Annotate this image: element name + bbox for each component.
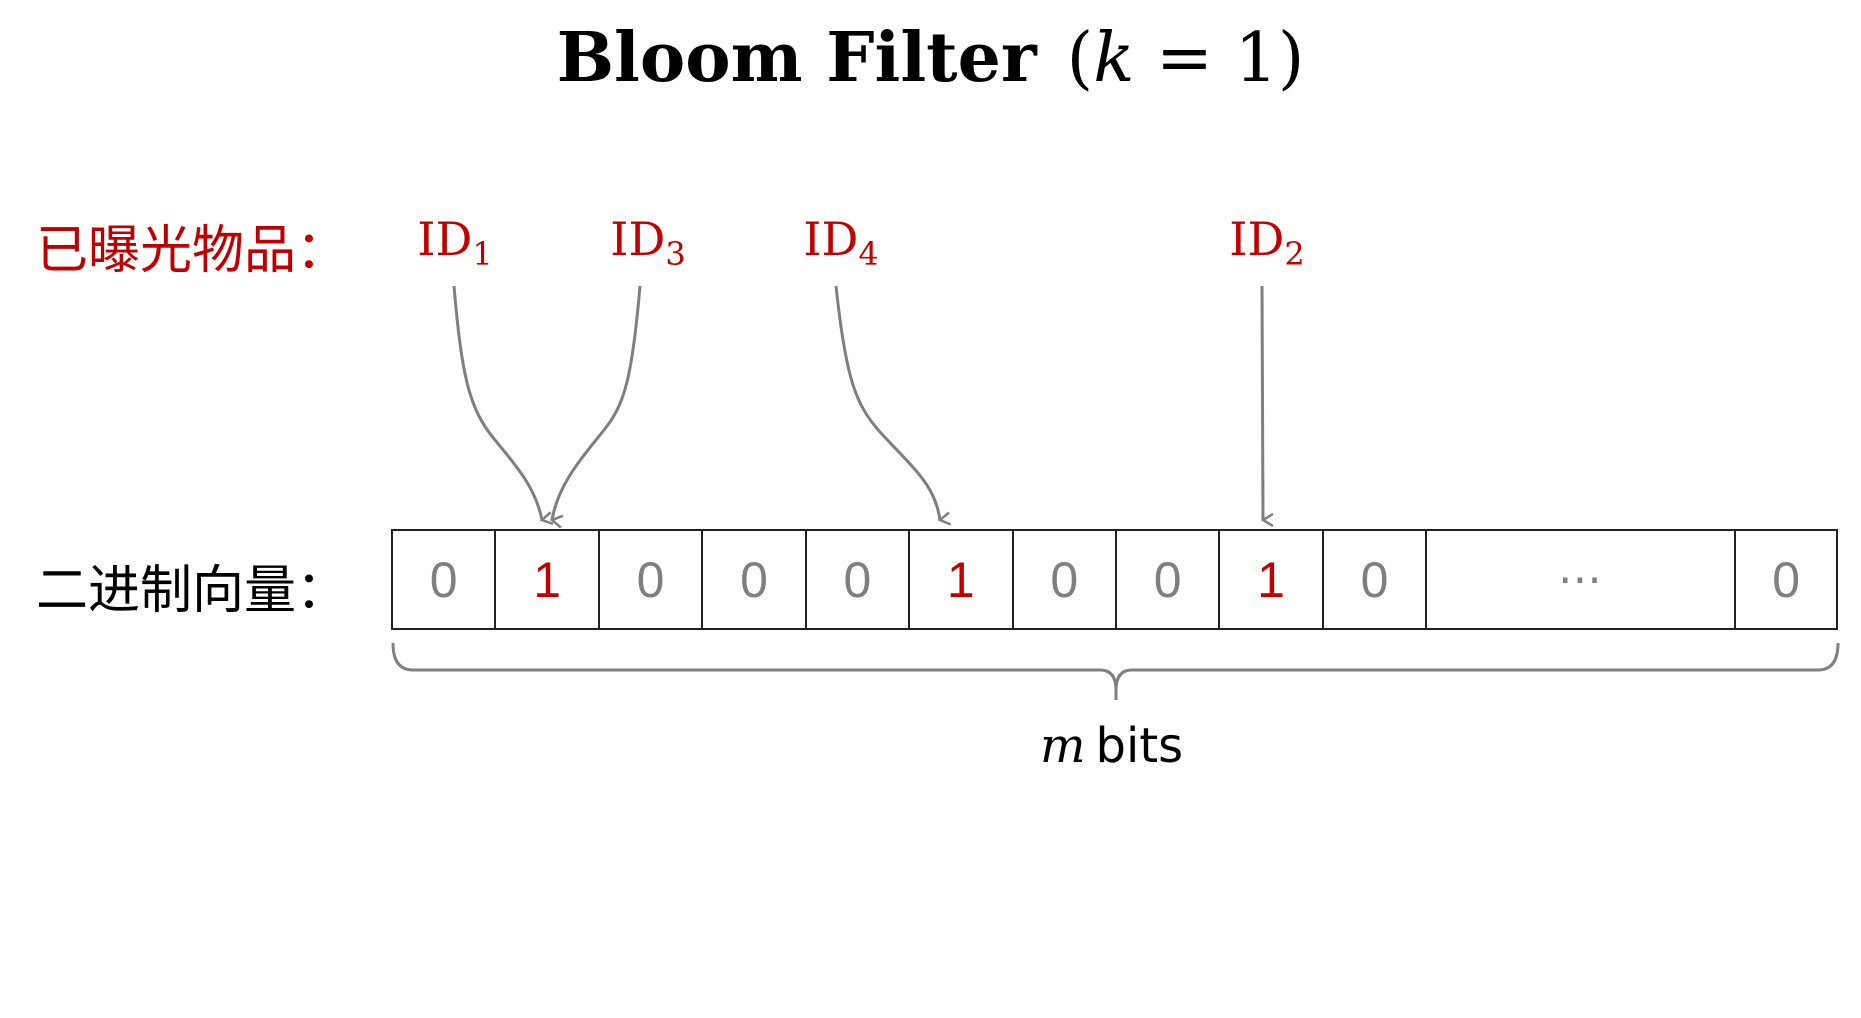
exposed-items-label: 已曝光物品： [36, 221, 349, 281]
m-bits-brace [391, 642, 1840, 700]
bit-cell-5: 1 [910, 531, 1014, 628]
hash-arrow-id2 [1260, 285, 1263, 520]
binary-vector-label: 二进制向量： [36, 561, 349, 621]
hash-arrow-id3 [552, 285, 642, 520]
caption-text: bits [1095, 718, 1184, 774]
m-bits-caption: m bits [1040, 718, 1183, 774]
bit-cell-ellipsis: ⋯ [1427, 531, 1737, 628]
bit-cell-9: 0 [1324, 531, 1428, 628]
bit-cell-7: 0 [1117, 531, 1221, 628]
bit-cell-3: 0 [703, 531, 807, 628]
title-main: Bloom Filter [556, 18, 1037, 98]
hash-arrow-id4 [834, 285, 940, 520]
diagram-title: Bloom Filter (k = 1) [0, 18, 1861, 98]
bit-vector: 0 1 0 0 0 1 0 0 1 0 ⋯ 0 [391, 529, 1838, 630]
bit-cell-8: 1 [1220, 531, 1324, 628]
id-label-4: ID4 [803, 212, 879, 273]
hash-arrow-id1 [452, 285, 542, 520]
id-label-1: ID1 [417, 212, 493, 273]
id-label-2: ID2 [1229, 212, 1305, 273]
bit-cell-1: 1 [496, 531, 600, 628]
bit-cell-2: 0 [600, 531, 704, 628]
bit-cell-last: 0 [1772, 551, 1801, 608]
bit-cell-4: 0 [807, 531, 911, 628]
bit-cell-0: 0 [393, 531, 497, 628]
caption-variable: m [1040, 718, 1086, 774]
bit-cell-6: 0 [1014, 531, 1117, 628]
title-parameter: (k = 1) [1066, 19, 1305, 98]
id-label-3: ID3 [610, 212, 686, 273]
